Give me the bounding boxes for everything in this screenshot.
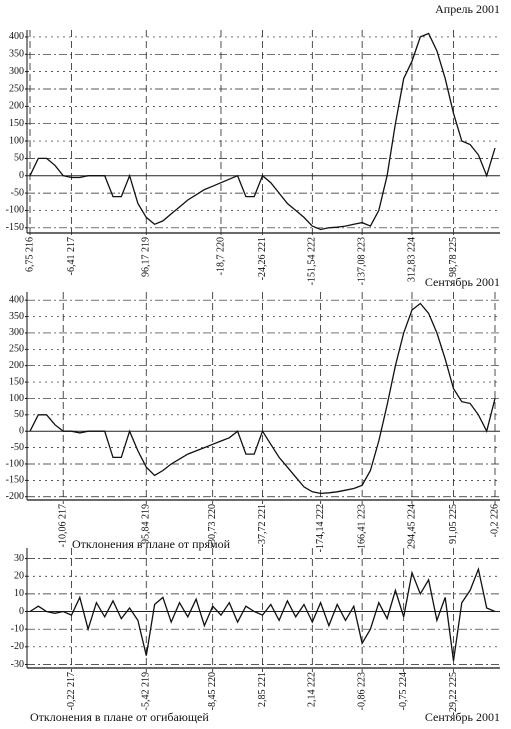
x-tick-label: -166,41 223 xyxy=(356,504,367,552)
x-tick-label: 95,84 219 xyxy=(141,504,152,544)
x-tick-label: -151,54 222 xyxy=(307,237,318,285)
chart-title: Апрель 2001 xyxy=(435,2,500,16)
x-tick-label: 96,17 219 xyxy=(141,237,152,277)
y-tick-label: -150 xyxy=(6,475,24,486)
y-tick-label: -20 xyxy=(11,641,24,652)
x-tick-label: -6,41 217 xyxy=(66,237,77,275)
y-tick-label: -10 xyxy=(11,623,24,634)
x-tick-label: 294,45 224 xyxy=(406,504,417,549)
y-tick-label: 250 xyxy=(9,344,24,355)
x-tick-label: -18,7 220 xyxy=(215,237,226,275)
x-axis-label: Отклонения в плане от огибающей xyxy=(30,710,209,724)
y-tick-label: -100 xyxy=(6,205,24,216)
y-tick-label: 400 xyxy=(9,31,24,42)
x-tick-label: -137,08 223 xyxy=(356,237,367,285)
y-tick-label: -30 xyxy=(11,659,24,670)
y-tick-label: 20 xyxy=(14,571,24,582)
y-tick-label: 50 xyxy=(14,153,24,164)
y-tick-label: 0 xyxy=(19,170,24,181)
x-tick-label: -0,22 217 xyxy=(66,672,77,710)
x-tick-label: -8,45 220 xyxy=(207,672,218,710)
y-tick-label: 400 xyxy=(9,294,24,305)
x-tick-label: -29,22 225 xyxy=(448,672,459,715)
y-tick-label: 0 xyxy=(19,426,24,437)
x-tick-label: 2,14 222 xyxy=(307,672,318,707)
y-tick-label: 100 xyxy=(9,393,24,404)
y-tick-label: -50 xyxy=(11,442,24,453)
x-tick-label: 312,83 224 xyxy=(406,237,417,282)
data-line xyxy=(29,302,496,495)
x-tick-label: 91,05 225 xyxy=(448,504,459,544)
y-tick-label: 50 xyxy=(14,409,24,420)
y-tick-label: 350 xyxy=(9,49,24,60)
y-tick-label: 100 xyxy=(9,135,24,146)
y-tick-label: 0 xyxy=(19,606,24,617)
data-line xyxy=(29,32,496,231)
chart-title: Сентябрь 2001 xyxy=(425,710,500,724)
y-tick-label: 250 xyxy=(9,83,24,94)
y-tick-label: 300 xyxy=(9,327,24,338)
y-tick-label: 200 xyxy=(9,360,24,371)
x-tick-label: -37,72 221 xyxy=(257,504,268,547)
y-tick-label: -100 xyxy=(6,458,24,469)
y-tick-label: 150 xyxy=(9,376,24,387)
y-tick-label: 350 xyxy=(9,311,24,322)
x-tick-label: 98,78 225 xyxy=(448,237,459,277)
y-tick-label: 300 xyxy=(9,66,24,77)
y-tick-label: -50 xyxy=(11,187,24,198)
x-axis-label: Отклонения в плане от прямой xyxy=(72,537,231,551)
x-tick-label: -174,14 222 xyxy=(315,504,326,552)
x-tick-label: -0,86 223 xyxy=(356,672,367,710)
x-tick-label: -0,75 224 xyxy=(398,672,409,710)
y-tick-label: -200 xyxy=(6,491,24,502)
data-line xyxy=(29,566,496,661)
x-tick-label: 6,75 216 xyxy=(24,237,35,272)
x-tick-label: -10,06 217 xyxy=(58,504,69,547)
y-tick-label: -150 xyxy=(6,222,24,233)
y-tick-label: 10 xyxy=(14,588,24,599)
y-tick-label: 200 xyxy=(9,101,24,112)
chart-title: Сентябрь 2001 xyxy=(425,275,500,289)
y-tick-label: 150 xyxy=(9,118,24,129)
x-tick-label: 2,85 221 xyxy=(257,672,268,707)
x-tick-label: -30,73 220 xyxy=(207,504,218,547)
x-tick-label: -24,26 221 xyxy=(257,237,268,280)
x-tick-label: -0,2 226 xyxy=(489,504,500,537)
y-tick-label: 30 xyxy=(14,553,24,564)
x-tick-label: -5,42 219 xyxy=(141,672,152,710)
